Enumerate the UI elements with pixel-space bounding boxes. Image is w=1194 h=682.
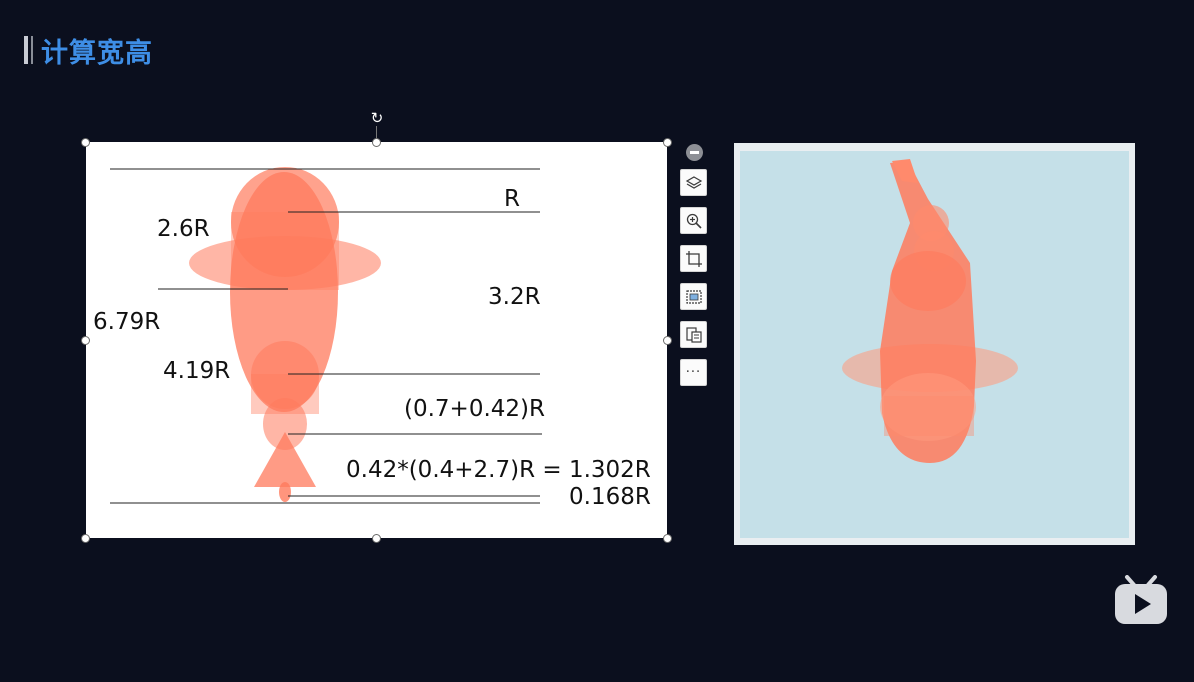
koi-measurement-diagram[interactable]: R 2.6R 3.2R 6.79R 4.19R (0.7+0.42)R 0.42… <box>86 142 667 538</box>
title-accent-bar <box>24 36 28 64</box>
koi-render-preview[interactable] <box>734 143 1135 545</box>
page-title: 计算宽高 <box>41 37 153 69</box>
image-to-text-button[interactable] <box>680 321 707 348</box>
title-accent-bar-thin <box>31 36 33 64</box>
label-4-19r: 4.19R <box>163 358 231 384</box>
resize-handle-bottom-right[interactable] <box>663 534 672 543</box>
koi-diagram-graphic <box>110 167 542 504</box>
resize-handle-right[interactable] <box>663 336 672 345</box>
more-button[interactable]: ··· <box>680 359 707 386</box>
bilibili-logo-icon <box>1113 575 1169 625</box>
image-frame-icon <box>685 289 702 304</box>
resize-handle-top-left[interactable] <box>81 138 90 147</box>
label-0-168r: 0.168R <box>569 484 651 510</box>
resize-handle-top[interactable] <box>372 138 381 147</box>
replace-image-button[interactable] <box>680 283 707 310</box>
rotate-stem <box>376 126 377 140</box>
resize-handle-top-right[interactable] <box>663 138 672 147</box>
resize-handle-left[interactable] <box>81 336 90 345</box>
image-toolbar: ··· <box>680 143 708 397</box>
layers-button[interactable] <box>680 169 707 196</box>
resize-handle-bottom-left[interactable] <box>81 534 90 543</box>
pond-background <box>740 151 1129 538</box>
resize-handle-bottom[interactable] <box>372 534 381 543</box>
label-6-79r: 6.79R <box>93 309 161 335</box>
crop-button[interactable] <box>680 245 707 272</box>
koi-render-graphic <box>842 159 1018 463</box>
minus-circle-icon[interactable] <box>685 144 703 161</box>
crop-icon <box>685 250 702 267</box>
title-bar: 计算宽高 <box>24 34 153 69</box>
zoom-button[interactable] <box>680 207 707 234</box>
layers-icon <box>685 175 702 189</box>
rotate-handle-icon[interactable]: ↻ <box>370 109 384 127</box>
label-sum: (0.7+0.42)R <box>404 396 545 422</box>
label-2-6r: 2.6R <box>157 216 210 242</box>
label-calc: 0.42*(0.4+2.7)R = 1.302R <box>346 457 651 483</box>
document-image-icon <box>685 326 702 343</box>
zoom-in-icon <box>686 213 702 229</box>
ellipsis-icon: ··· <box>685 365 702 380</box>
label-3-2r: 3.2R <box>488 284 541 310</box>
label-r: R <box>504 186 520 212</box>
